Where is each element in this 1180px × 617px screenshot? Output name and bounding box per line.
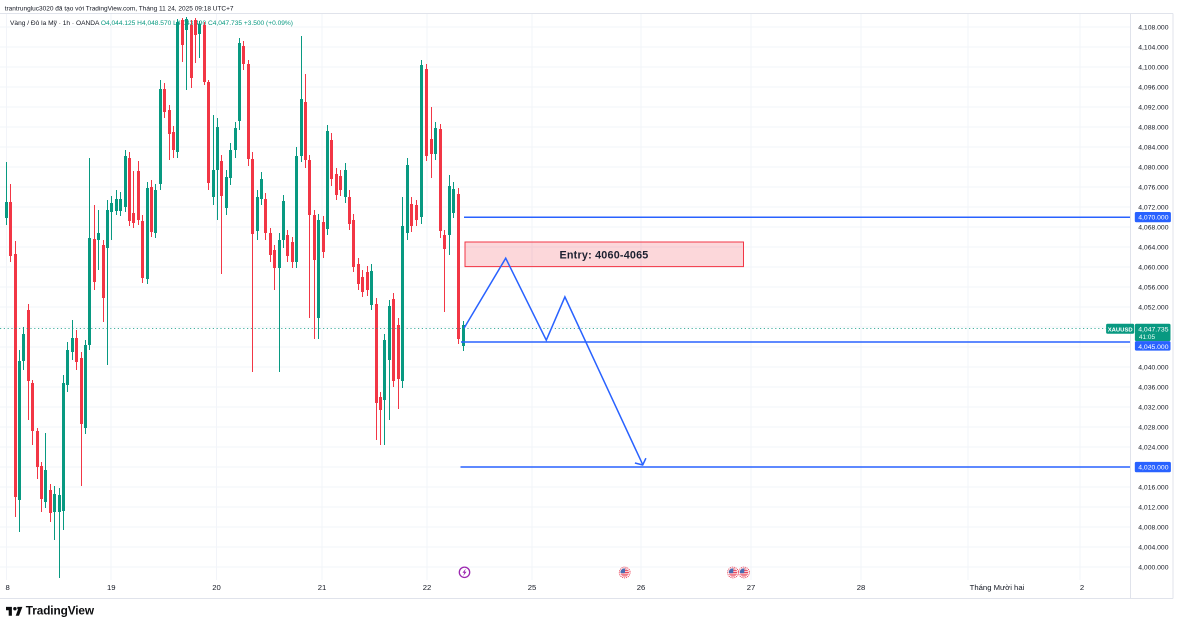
svg-text:4,060.000: 4,060.000: [1138, 264, 1168, 271]
svg-text:4,000.000: 4,000.000: [1138, 564, 1168, 571]
svg-text:Entry: 4060-4065: Entry: 4060-4065: [559, 250, 648, 262]
svg-text:4,096.000: 4,096.000: [1138, 84, 1168, 91]
svg-text:trantrungluc3020 đã tạo với Tr: trantrungluc3020 đã tạo với TradingView.…: [5, 6, 234, 13]
svg-text:4,024.000: 4,024.000: [1138, 444, 1168, 451]
svg-text:4,100.000: 4,100.000: [1138, 64, 1168, 71]
svg-text:4,076.000: 4,076.000: [1138, 184, 1168, 191]
svg-text:4,047.735: 4,047.735: [1138, 327, 1168, 334]
svg-text:4,104.000: 4,104.000: [1138, 44, 1168, 51]
svg-text:4,070.000: 4,070.000: [1138, 215, 1168, 222]
svg-text:4,080.000: 4,080.000: [1138, 164, 1168, 171]
svg-text:4,072.000: 4,072.000: [1138, 204, 1168, 211]
svg-text:8: 8: [6, 583, 10, 592]
svg-text:22: 22: [423, 583, 432, 592]
svg-text:4,020.000: 4,020.000: [1138, 464, 1168, 471]
svg-text:Vàng / Đô la Mỹ · 1h · OANDA: Vàng / Đô la Mỹ · 1h · OANDA O4,044.125 …: [10, 20, 293, 27]
svg-text:4,008.000: 4,008.000: [1138, 524, 1168, 531]
svg-text:4,036.000: 4,036.000: [1138, 384, 1168, 391]
svg-text:26: 26: [637, 583, 646, 592]
svg-text:4,045.000: 4,045.000: [1138, 344, 1168, 351]
svg-text:25: 25: [528, 583, 537, 592]
svg-text:Tháng Mười hai: Tháng Mười hai: [970, 583, 1025, 592]
svg-text:4,052.000: 4,052.000: [1138, 304, 1168, 311]
svg-text:4,028.000: 4,028.000: [1138, 424, 1168, 431]
svg-text:4,032.000: 4,032.000: [1138, 404, 1168, 411]
svg-text:4,092.000: 4,092.000: [1138, 104, 1168, 111]
svg-text:4,012.000: 4,012.000: [1138, 504, 1168, 511]
svg-text:2: 2: [1080, 583, 1084, 592]
svg-text:4,084.000: 4,084.000: [1138, 144, 1168, 151]
svg-text:4,088.000: 4,088.000: [1138, 124, 1168, 131]
svg-text:4,108.000: 4,108.000: [1138, 24, 1168, 31]
svg-text:XAUUSD: XAUUSD: [1108, 327, 1133, 333]
svg-text:4,056.000: 4,056.000: [1138, 284, 1168, 291]
svg-text:19: 19: [107, 583, 116, 592]
svg-text:21: 21: [318, 583, 327, 592]
svg-text:4,068.000: 4,068.000: [1138, 224, 1168, 231]
svg-text:41:05: 41:05: [1139, 334, 1155, 341]
svg-text:TradingView: TradingView: [26, 603, 95, 617]
svg-text:4,040.000: 4,040.000: [1138, 364, 1168, 371]
svg-text:4,016.000: 4,016.000: [1138, 484, 1168, 491]
svg-text:28: 28: [857, 583, 866, 592]
svg-text:4,064.000: 4,064.000: [1138, 244, 1168, 251]
svg-text:27: 27: [747, 583, 756, 592]
svg-text:4,004.000: 4,004.000: [1138, 544, 1168, 551]
svg-text:20: 20: [212, 583, 221, 592]
